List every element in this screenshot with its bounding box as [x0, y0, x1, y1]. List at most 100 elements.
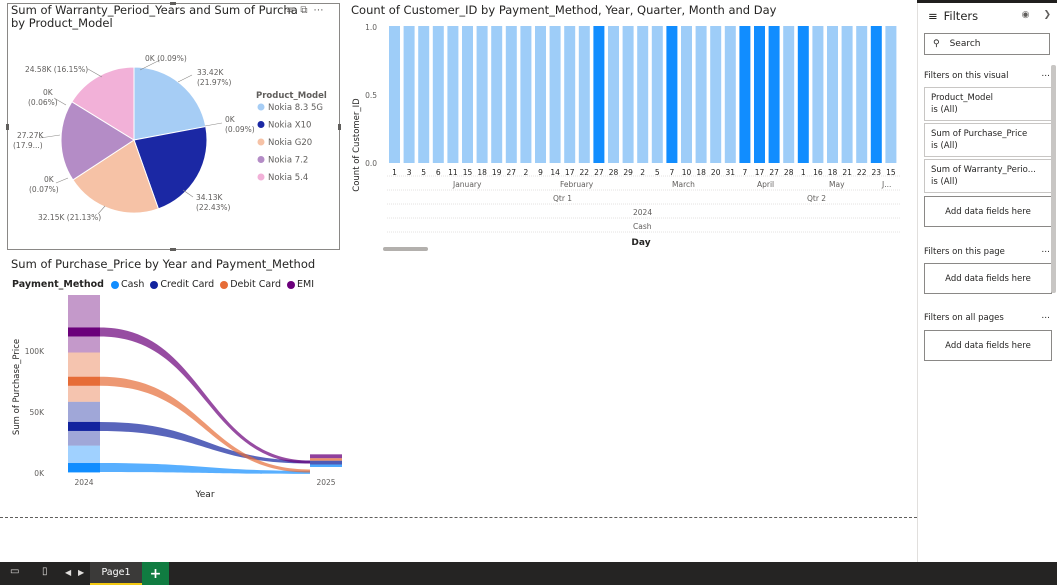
pie-legend-item[interactable]: Nokia G20: [268, 138, 312, 148]
day-tick-label: 11: [448, 168, 458, 177]
stack-marker[interactable]: [68, 376, 100, 386]
legend-item-cash[interactable]: Cash: [110, 279, 144, 290]
stack-segment[interactable]: [310, 458, 342, 461]
ribbon-band[interactable]: [100, 376, 310, 473]
pie-legend-item[interactable]: Nokia 7.2: [268, 156, 308, 166]
resize-handle[interactable]: [6, 124, 9, 130]
resize-handle[interactable]: [170, 248, 176, 251]
bar[interactable]: [622, 26, 634, 163]
filter-card-purchase-price[interactable]: Sum of Purchase_Price is (All): [924, 123, 1052, 157]
prev-page-icon[interactable]: ◀: [65, 568, 72, 577]
stack-segment[interactable]: [310, 454, 342, 459]
filters-search-input[interactable]: ⚲ Search: [924, 33, 1050, 55]
legend-item-credit-card[interactable]: Credit Card: [150, 279, 214, 290]
bar[interactable]: [491, 26, 503, 163]
bar[interactable]: [754, 26, 765, 163]
bar[interactable]: [549, 26, 561, 163]
mobile-layout-icon[interactable]: ▯: [42, 566, 48, 577]
bar[interactable]: [593, 26, 605, 163]
bar[interactable]: [783, 26, 795, 163]
horizontal-scrollbar[interactable]: [383, 247, 428, 251]
filters-scrollbar[interactable]: [1051, 65, 1056, 293]
bar[interactable]: [608, 26, 619, 163]
ribbon-band[interactable]: [100, 327, 310, 464]
bar[interactable]: [578, 26, 590, 163]
resize-handle[interactable]: [338, 124, 341, 130]
add-data-fields-visual[interactable]: Add data fields here: [924, 196, 1052, 227]
pie-legend-item[interactable]: Nokia 5.4: [268, 173, 308, 183]
bar[interactable]: [564, 26, 576, 163]
bar[interactable]: [841, 26, 853, 163]
bar[interactable]: [637, 26, 649, 163]
bar[interactable]: [739, 26, 751, 163]
more-options-icon[interactable]: ⋯: [313, 5, 324, 16]
more-options-icon[interactable]: ...: [1041, 69, 1050, 79]
pie-chart: 0K (0.09%) 33.42K (21.97%) 0K (0.09%) 34…: [13, 54, 327, 222]
day-tick-label: 21: [842, 168, 852, 177]
bar[interactable]: [666, 26, 678, 163]
bar[interactable]: [476, 26, 488, 163]
more-options-icon[interactable]: ...: [1041, 245, 1050, 255]
day-tick-label: 27: [507, 168, 517, 177]
add-data-fields-page[interactable]: Add data fields here: [924, 263, 1052, 294]
filter-card-warranty-period[interactable]: Sum of Warranty_Perio... is (All): [924, 159, 1052, 193]
filter-card-product-model[interactable]: Product_Model is (All): [924, 87, 1052, 121]
ribbon-band[interactable]: [100, 463, 310, 474]
collapse-icon[interactable]: ❯: [1043, 10, 1051, 20]
filter-icon[interactable]: ≡: [286, 5, 295, 16]
ribbon-chart: Sum of Purchase_Price 100K 50K 0K 2024 2…: [12, 295, 342, 500]
bar[interactable]: [695, 26, 707, 163]
bar[interactable]: [812, 26, 824, 163]
day-tick-label: 16: [813, 168, 823, 177]
stack-marker[interactable]: [68, 327, 100, 337]
legend-item-debit-card[interactable]: Debit Card: [220, 279, 281, 290]
bar[interactable]: [710, 26, 722, 163]
pie-legend-item[interactable]: Nokia 8.3 5G: [268, 103, 323, 113]
bar[interactable]: [724, 26, 736, 163]
add-page-button[interactable]: +: [142, 562, 169, 585]
bar[interactable]: [856, 26, 868, 163]
stack-segment[interactable]: [310, 460, 342, 465]
filter-icon: ≡: [928, 9, 938, 23]
bar[interactable]: [505, 26, 517, 163]
page-tabs-bar: ▭ ▯ ◀ ▶: [0, 562, 1057, 585]
bar[interactable]: [797, 26, 809, 163]
bar[interactable]: [389, 26, 400, 163]
pie-legend-item[interactable]: Nokia X10: [268, 121, 311, 131]
more-options-icon[interactable]: ...: [1041, 311, 1050, 321]
legend-dot: [257, 156, 265, 163]
bar[interactable]: [870, 26, 882, 163]
stack-segment[interactable]: [68, 295, 100, 353]
stack-segment[interactable]: [310, 464, 342, 468]
stack-marker[interactable]: [68, 421, 100, 431]
next-page-icon[interactable]: ▶: [78, 568, 85, 577]
bar[interactable]: [432, 26, 444, 163]
bar[interactable]: [827, 26, 838, 163]
desktop-layout-icon[interactable]: ▭: [10, 566, 20, 577]
report-canvas: Sum of Warranty_Period_Years and Sum of …: [0, 2, 917, 518]
bar[interactable]: [681, 26, 692, 163]
bar[interactable]: [447, 26, 459, 163]
bar[interactable]: [651, 26, 663, 163]
stack-marker[interactable]: [68, 463, 100, 473]
pie-slice[interactable]: [133, 66, 207, 141]
bar[interactable]: [535, 26, 546, 163]
add-data-fields-all[interactable]: Add data fields here: [924, 330, 1052, 361]
bar[interactable]: [418, 26, 430, 163]
pie-slice[interactable]: [72, 139, 160, 214]
day-tick-label: 6: [436, 168, 441, 177]
legend-item-emi[interactable]: EMI: [287, 279, 314, 290]
bar[interactable]: [403, 26, 415, 163]
ribbon-band[interactable]: [100, 421, 310, 464]
pie-slice[interactable]: [60, 101, 135, 181]
resize-handle[interactable]: [170, 2, 176, 5]
bar[interactable]: [462, 26, 473, 163]
bar[interactable]: [768, 26, 780, 163]
pie-slice[interactable]: [133, 125, 208, 210]
eye-icon[interactable]: ◉: [1021, 10, 1030, 20]
bar[interactable]: [885, 26, 897, 163]
tab-page1[interactable]: Page1: [90, 562, 142, 585]
focus-mode-icon[interactable]: ⧉: [300, 5, 308, 16]
pie-slice[interactable]: [71, 66, 135, 141]
bar[interactable]: [520, 26, 532, 163]
